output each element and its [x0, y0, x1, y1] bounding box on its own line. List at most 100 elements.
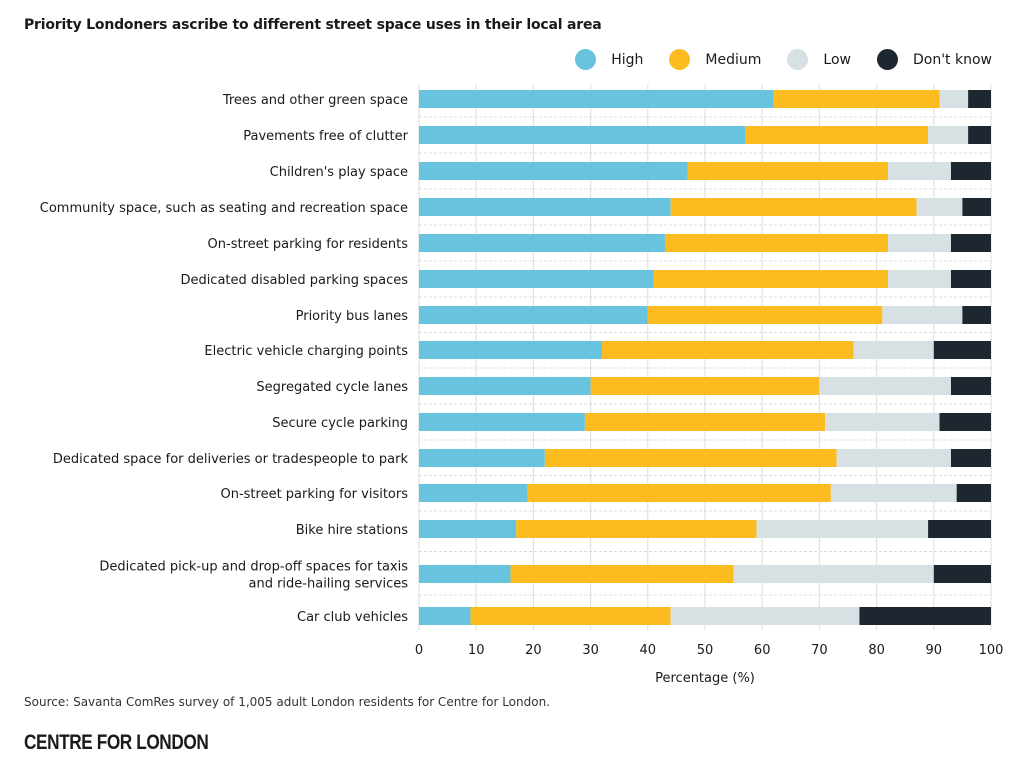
legend-item-dont-know: Don't know	[876, 49, 992, 70]
bar-segment-low	[882, 306, 963, 324]
category-label: Pavements free of clutter	[243, 129, 408, 144]
bar-segment-high	[419, 449, 545, 467]
category-label: Secure cycle parking	[272, 416, 408, 431]
x-tick-label: 60	[754, 643, 771, 658]
x-tick-label: 90	[926, 643, 943, 658]
bar-segment-medium	[687, 162, 889, 180]
bar-segment-don-t-know	[859, 607, 991, 625]
bar-segment-medium	[510, 565, 734, 583]
bar-segment-medium	[544, 449, 837, 467]
bar-segment-high	[419, 162, 688, 180]
bar-segment-low	[825, 413, 940, 431]
category-label: Trees and other green space	[222, 93, 408, 108]
category-label: Community space, such as seating and rec…	[40, 201, 408, 216]
category-label: Dedicated space for deliveries or trades…	[53, 452, 409, 467]
bar-segment-low	[928, 126, 969, 144]
x-tick-labels: 0 10 20 30 40 50 60 70 80 90 100	[415, 643, 1004, 658]
x-tick-label: 20	[525, 643, 542, 658]
x-axis-title: Percentage (%)	[655, 671, 755, 686]
bar-segment-high	[419, 377, 591, 395]
category-label: Dedicated pick-up and drop-off spaces fo…	[99, 560, 408, 575]
bar-segment-medium	[516, 520, 757, 538]
bar-segment-low	[819, 377, 951, 395]
category-label: Car club vehicles	[297, 610, 408, 625]
bar-segment-low	[733, 565, 934, 583]
bar-segment-don-t-know	[962, 198, 991, 216]
legend-label-low: Low	[823, 51, 851, 68]
bar-segment-medium	[664, 234, 889, 252]
bar-segment-medium	[527, 484, 831, 502]
legend-swatch-dont-know	[876, 49, 898, 70]
x-tick-label: 40	[640, 643, 657, 658]
bar-segment-high	[419, 607, 471, 625]
bar-segment-low	[670, 607, 860, 625]
x-tick-label: 50	[697, 643, 714, 658]
bar-segment-medium	[584, 413, 826, 431]
x-tick-label: 100	[979, 643, 1004, 658]
logo: CENTRE FOR LONDON	[24, 731, 209, 754]
legend-item-high: High	[575, 49, 643, 70]
bar-segment-medium	[590, 377, 820, 395]
bar-segment-don-t-know	[950, 234, 991, 252]
bar-segment-high	[419, 90, 774, 108]
category-label: Segregated cycle lanes	[256, 380, 408, 395]
bar-segment-medium	[653, 270, 889, 288]
legend-label-dont-know: Don't know	[912, 51, 992, 68]
stacked-bar-chart: Trees and other green space Pavements fre…	[40, 84, 1004, 686]
bar-segment-don-t-know	[950, 449, 991, 467]
x-tick-label: 30	[582, 643, 599, 658]
bar-segment-low	[830, 484, 957, 502]
bar-segment-high	[419, 198, 671, 216]
bar-segment-medium	[745, 126, 929, 144]
bar-segment-medium	[602, 341, 854, 359]
bar-segment-high	[419, 341, 603, 359]
bar-segment-high	[419, 234, 665, 252]
x-tick-label: 80	[868, 643, 885, 658]
legend-item-low: Low	[787, 49, 851, 70]
bar-segment-don-t-know	[933, 341, 991, 359]
bar-segment-don-t-know	[950, 377, 991, 395]
bar-segment-low	[888, 162, 951, 180]
bar-segment-low	[888, 234, 951, 252]
category-label: Priority bus lanes	[296, 309, 409, 324]
legend-swatch-medium	[669, 49, 691, 70]
bar-segment-high	[419, 413, 585, 431]
category-label: and ride-hailing services	[249, 577, 409, 592]
bar-segment-low	[836, 449, 951, 467]
bar-segment-low	[939, 90, 969, 108]
bar-segment-don-t-know	[928, 520, 991, 538]
legend-label-medium: Medium	[705, 51, 762, 68]
bar-segment-don-t-know	[962, 306, 991, 324]
x-tick-label: 10	[468, 643, 485, 658]
bar-segment-high	[419, 270, 654, 288]
category-label: Dedicated disabled parking spaces	[180, 273, 408, 288]
legend-label-high: High	[611, 51, 644, 68]
bar-segment-high	[419, 565, 511, 583]
legend-item-medium: Medium	[669, 49, 761, 70]
bar-segment-medium	[670, 198, 917, 216]
x-tick-label: 70	[811, 643, 828, 658]
category-label: Children's play space	[270, 165, 408, 180]
legend: High Medium Low Don't know	[549, 49, 992, 70]
bars	[419, 90, 991, 625]
bar-segment-medium	[470, 607, 671, 625]
bar-segment-high	[419, 126, 746, 144]
category-label: On-street parking for residents	[208, 237, 409, 252]
bar-segment-high	[419, 484, 528, 502]
category-label: Electric vehicle charging points	[204, 344, 408, 359]
x-tick-label: 0	[415, 643, 423, 658]
legend-swatch-high	[575, 49, 597, 70]
bar-segment-don-t-know	[968, 90, 991, 108]
bar-segment-don-t-know	[933, 565, 991, 583]
bar-segment-don-t-know	[956, 484, 991, 502]
category-labels: Trees and other green space Pavements fre…	[40, 93, 409, 625]
bar-segment-don-t-know	[950, 162, 991, 180]
bar-segment-high	[419, 520, 517, 538]
bar-segment-medium	[773, 90, 940, 108]
bar-segment-don-t-know	[968, 126, 991, 144]
category-label: On-street parking for visitors	[220, 487, 408, 502]
bar-segment-don-t-know	[939, 413, 991, 431]
bar-segment-low	[888, 270, 951, 288]
bar-segment-low	[853, 341, 934, 359]
bar-segment-low	[756, 520, 929, 538]
